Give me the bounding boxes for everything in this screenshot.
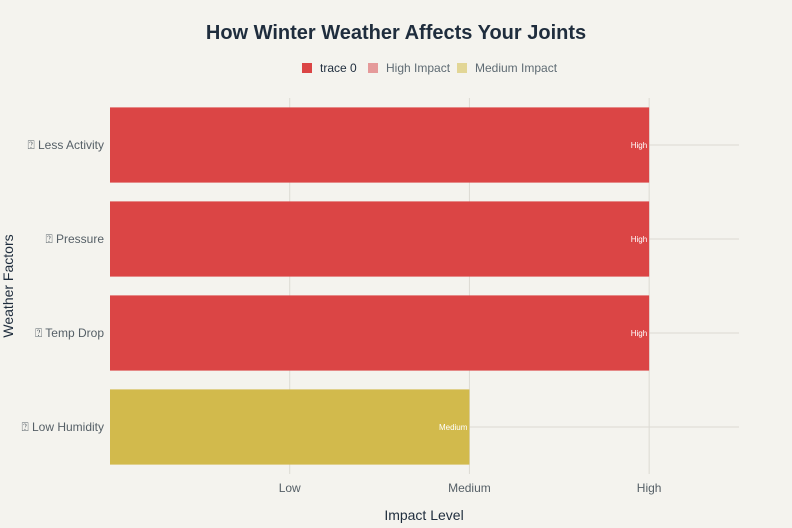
legend-item[interactable]: trace 0: [302, 61, 357, 75]
legend-swatch: [368, 63, 378, 73]
legend: trace 0 High Impact Medium Impact: [302, 61, 558, 75]
x-tick-label: Low: [279, 481, 301, 495]
y-axis-ticks: ⍰ Less Activity ⍰ Pressure ⍰ Temp Drop ⍰ Lo…: [21, 138, 104, 434]
legend-label: trace 0: [320, 61, 357, 75]
bar-value-label: High: [631, 329, 647, 338]
legend-item[interactable]: High Impact: [368, 61, 451, 75]
bar-value-label: High: [631, 235, 647, 244]
x-tick-label: High: [637, 481, 662, 495]
y-tick-label: ⍰ Temp Drop: [35, 326, 104, 340]
bar: [110, 389, 470, 465]
y-tick-label: ⍰ Pressure: [45, 232, 104, 246]
x-axis-title: Impact Level: [384, 507, 463, 523]
legend-label: High Impact: [386, 61, 451, 75]
bar: [110, 107, 650, 183]
x-axis-ticks: Low Medium High: [279, 481, 662, 495]
bar: [110, 201, 650, 277]
bar-value-label: Medium: [439, 423, 468, 432]
y-axis-title: Weather Factors: [0, 234, 16, 337]
bar: [110, 295, 650, 371]
y-tick-label: ⍰ Less Activity: [27, 138, 104, 152]
legend-label: Medium Impact: [475, 61, 558, 75]
bars: [110, 107, 650, 465]
y-tick-label: ⍰ Low Humidity: [21, 420, 104, 434]
chart-title: How Winter Weather Affects Your Joints: [206, 22, 586, 44]
legend-item[interactable]: Medium Impact: [457, 61, 558, 75]
legend-swatch: [302, 63, 312, 73]
x-tick-label: Medium: [448, 481, 491, 495]
legend-swatch: [457, 63, 467, 73]
bar-value-label: High: [631, 141, 647, 150]
bar-labels: High High High Medium: [439, 141, 647, 432]
